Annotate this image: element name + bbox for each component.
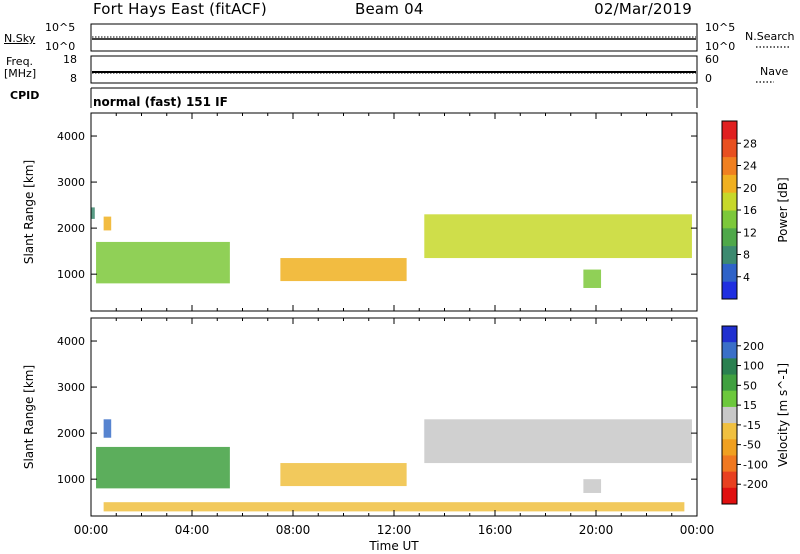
power-ytick-label: 4000 [57, 130, 85, 143]
velocity-colorbar-tick-label: 15 [743, 399, 757, 412]
freq-right-tick-top: 60 [705, 53, 719, 66]
velocity-colorbar-tick-label: -50 [743, 439, 761, 452]
noise-left-tick-top: 10^5 [45, 21, 75, 34]
power-echo-region-3 [280, 258, 407, 282]
date-label: 02/Mar/2019 [594, 0, 692, 18]
velocity-colorbar-swatch [722, 487, 737, 505]
velocity-ytick-label: 3000 [57, 381, 85, 394]
velocity-colorbar-frame [721, 325, 738, 505]
velocity-echo-region-0 [103, 419, 112, 438]
velocity-ytick-label: 2000 [57, 427, 85, 440]
velocity-colorbar-swatch [722, 423, 737, 440]
power-colorbar-swatch [722, 121, 737, 140]
beam-label: Beam 04 [355, 0, 424, 18]
power-colorbar-swatch [722, 263, 737, 282]
power-ytick-label: 3000 [57, 176, 85, 189]
velocity-colorbar-swatch [722, 342, 737, 359]
power-colorbar-swatch [722, 227, 737, 247]
cpid-value: normal (fast) 151 IF [93, 95, 228, 109]
noise-right-label: N.Search [745, 30, 795, 43]
station-title: Fort Hays East (fitACF) [93, 0, 267, 18]
power-colorbar-swatch [722, 210, 737, 229]
power-echo-region-1 [103, 216, 112, 231]
power-colorbar-label: Power [dB] [776, 177, 790, 242]
xtick-label: 00:00 [680, 523, 715, 537]
velocity-colorbar-swatch [722, 374, 737, 392]
power-echo-region-5 [583, 269, 602, 288]
power-ytick-label: 2000 [57, 222, 85, 235]
cpid-label: CPID [10, 89, 40, 102]
power-colorbar-tick-label: 12 [743, 226, 757, 239]
velocity-ytick-label: 1000 [57, 473, 85, 486]
power-colorbar-swatch [722, 245, 737, 264]
velocity-colorbar-swatch [722, 358, 737, 376]
velocity-colorbar-tick-label: 100 [743, 360, 764, 373]
velocity-colorbar-swatch [722, 390, 737, 408]
power-panel: 1000 2000 3000 4000 Slant Range [km] 4 8 12 16 20… [22, 112, 790, 312]
velocity-colorbar-swatch [722, 471, 737, 489]
power-colorbar-swatch [722, 281, 737, 300]
power-colorbar-tick-label: 4 [743, 271, 750, 284]
xaxis-label: Time UT [368, 539, 419, 553]
power-colorbar-tick-label: 20 [743, 182, 757, 195]
xtick-label: 04:00 [175, 523, 210, 537]
noise-left-label: N.Sky [4, 32, 36, 45]
velocity-colorbar-swatch [722, 326, 737, 343]
velocity-colorbar-tick-label: -200 [743, 478, 768, 491]
power-ytick-label: 1000 [57, 268, 85, 281]
freq-right-tick-bottom: 0 [705, 72, 712, 85]
velocity-echo-region-4 [583, 479, 602, 493]
noise-left-tick-bottom: 10^0 [45, 40, 75, 53]
power-colorbar-tick-label: 16 [743, 204, 757, 217]
velocity-colorbar-tick-label: 50 [743, 379, 757, 392]
power-echo-region-0 [91, 207, 95, 219]
power-colorbar-swatch [722, 192, 737, 211]
velocity-colorbar-tick-label: -100 [743, 458, 768, 471]
velocity-echo-region-5 [103, 502, 685, 512]
velocity-ytick-label: 4000 [57, 335, 85, 348]
power-echo-region-4 [424, 214, 692, 259]
velocity-colorbar-tick-label: -15 [743, 419, 761, 432]
freq-left-tick-bottom: 8 [70, 72, 77, 85]
xtick-label: 08:00 [276, 523, 311, 537]
power-ylabel: Slant Range [km] [22, 160, 36, 264]
power-echo-region-2 [96, 241, 230, 284]
velocity-colorbar-swatch [722, 406, 737, 424]
freq-left-tick-top: 18 [63, 53, 77, 66]
power-colorbar-tick-label: 28 [743, 137, 757, 150]
velocity-colorbar-label: Velocity [m s^-1] [776, 363, 790, 467]
velocity-echo-region-3 [424, 419, 692, 464]
freq-left-label-2: [MHz] [4, 67, 37, 80]
velocity-echo-region-1 [96, 446, 230, 489]
power-colorbar-tick-label: 8 [743, 249, 750, 262]
power-colorbar-swatch [722, 138, 737, 158]
xtick-label: 12:00 [377, 523, 412, 537]
freq-right-label: Nave [760, 65, 789, 78]
velocity-echo-region-2 [280, 463, 407, 487]
freq-panel-frame [90, 55, 698, 84]
velocity-ylabel: Slant Range [km] [22, 365, 36, 469]
velocity-colorbar-tick-label: 200 [743, 340, 764, 353]
xtick-label: 20:00 [579, 523, 614, 537]
velocity-colorbar-swatch [722, 455, 737, 473]
power-colorbar-swatch [722, 156, 737, 175]
velocity-panel: 1000 2000 3000 4000 Slant Range [km] 200 100 50… [22, 317, 790, 517]
velocity-colorbar-swatch [722, 439, 737, 456]
noise-right-tick-top: 10^5 [705, 21, 735, 34]
freq-left-label-1: Freq. [6, 55, 34, 68]
xtick-label: 16:00 [478, 523, 513, 537]
time-axis: 00:00 04:00 08:00 12:00 16:00 20:00 00:00 Time … [74, 523, 715, 553]
power-colorbar-swatch [722, 174, 737, 193]
xtick-label: 00:00 [74, 523, 109, 537]
power-colorbar-tick-label: 24 [743, 160, 757, 173]
noise-right-tick-bottom: 10^0 [705, 40, 735, 53]
noise-panel-frame [90, 23, 698, 52]
